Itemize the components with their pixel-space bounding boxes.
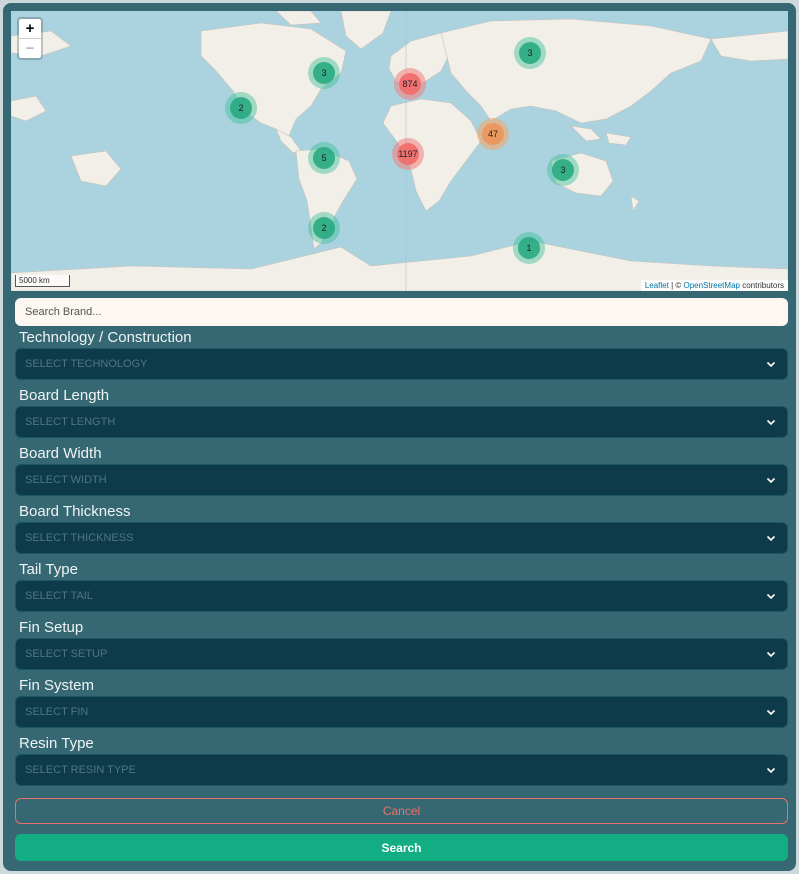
resin-select[interactable]: SELECT RESIN TYPE — [15, 754, 788, 786]
map-attribution: Leaflet | © OpenStreetMap contributors — [640, 280, 788, 291]
select-placeholder: SELECT LENGTH — [25, 416, 116, 428]
zoom-out-button[interactable]: − — [19, 38, 41, 58]
cluster-count: 874 — [399, 73, 421, 95]
filter-label: Fin System — [19, 677, 95, 694]
filter-technology: Technology / Construction SELECT TECHNOL… — [15, 328, 788, 380]
technology-select[interactable]: SELECT TECHNOLOGY — [15, 348, 788, 380]
cluster-count: 3 — [552, 159, 574, 181]
cancel-button[interactable]: Cancel — [15, 798, 788, 824]
select-placeholder: SELECT TAIL — [25, 590, 93, 602]
zoom-control: + − — [17, 17, 43, 60]
select-placeholder: SELECT RESIN TYPE — [25, 764, 136, 776]
cluster-count: 2 — [313, 217, 335, 239]
cluster-count: 47 — [482, 123, 504, 145]
cluster-marker[interactable]: 3 — [514, 37, 546, 69]
chevron-down-icon — [766, 477, 776, 484]
filter-fin-system: Fin System SELECT FIN — [15, 676, 788, 728]
tail-select[interactable]: SELECT TAIL — [15, 580, 788, 612]
filter-label: Board Thickness — [19, 503, 131, 520]
filter-label: Fin Setup — [19, 619, 84, 636]
cluster-marker[interactable]: 3 — [547, 154, 579, 186]
select-placeholder: SELECT THICKNESS — [25, 532, 134, 544]
cluster-marker[interactable]: 3 — [308, 57, 340, 89]
search-brand-input[interactable] — [15, 298, 788, 326]
cluster-count: 5 — [313, 147, 335, 169]
filter-length: Board Length SELECT LENGTH — [15, 386, 788, 438]
filter-label: Board Width — [19, 445, 102, 462]
cluster-marker[interactable]: 874 — [394, 68, 426, 100]
chevron-down-icon — [766, 767, 776, 774]
cluster-count: 2 — [230, 97, 252, 119]
filter-label: Resin Type — [19, 735, 94, 752]
filter-label: Technology / Construction — [19, 329, 192, 346]
osm-link[interactable]: OpenStreetMap — [683, 281, 740, 290]
select-placeholder: SELECT WIDTH — [25, 474, 107, 486]
cluster-count: 1 — [518, 237, 540, 259]
cluster-marker[interactable]: 47 — [477, 118, 509, 150]
leaflet-link[interactable]: Leaflet — [644, 281, 669, 290]
chevron-down-icon — [766, 419, 776, 426]
select-placeholder: SELECT SETUP — [25, 648, 108, 660]
attribution-separator: | © — [668, 281, 684, 290]
filter-panel: + − 3 874 3 2 47 5 1197 3 2 1 5000 km Le… — [3, 3, 796, 871]
chevron-down-icon — [766, 709, 776, 716]
cluster-marker[interactable]: 1 — [513, 232, 545, 264]
cluster-marker[interactable]: 1197 — [392, 138, 424, 170]
zoom-in-button[interactable]: + — [25, 20, 35, 37]
fin-system-select[interactable]: SELECT FIN — [15, 696, 788, 728]
filter-label: Board Length — [19, 387, 110, 404]
search-button[interactable]: Search — [15, 834, 788, 861]
cluster-count: 1197 — [397, 143, 419, 165]
select-placeholder: SELECT FIN — [25, 706, 89, 718]
world-map-tiles — [11, 11, 788, 291]
fin-setup-select[interactable]: SELECT SETUP — [15, 638, 788, 670]
cluster-marker[interactable]: 2 — [225, 92, 257, 124]
filter-label: Tail Type — [19, 561, 78, 578]
filter-fin-setup: Fin Setup SELECT SETUP — [15, 618, 788, 670]
cluster-marker[interactable]: 2 — [308, 212, 340, 244]
thickness-select[interactable]: SELECT THICKNESS — [15, 522, 788, 554]
chevron-down-icon — [766, 535, 776, 542]
filter-resin: Resin Type SELECT RESIN TYPE — [15, 734, 788, 786]
map[interactable]: + − 3 874 3 2 47 5 1197 3 2 1 5000 km Le… — [11, 11, 788, 291]
select-placeholder: SELECT TECHNOLOGY — [25, 358, 148, 370]
chevron-down-icon — [766, 593, 776, 600]
width-select[interactable]: SELECT WIDTH — [15, 464, 788, 496]
chevron-down-icon — [766, 651, 776, 658]
length-select[interactable]: SELECT LENGTH — [15, 406, 788, 438]
cluster-marker[interactable]: 5 — [308, 142, 340, 174]
filter-tail: Tail Type SELECT TAIL — [15, 560, 788, 612]
map-scale: 5000 km — [15, 275, 70, 287]
chevron-down-icon — [766, 361, 776, 368]
cluster-count: 3 — [519, 42, 541, 64]
attribution-suffix: contributors — [739, 281, 784, 290]
filter-width: Board Width SELECT WIDTH — [15, 444, 788, 496]
filter-thickness: Board Thickness SELECT THICKNESS — [15, 502, 788, 554]
cluster-count: 3 — [313, 62, 335, 84]
